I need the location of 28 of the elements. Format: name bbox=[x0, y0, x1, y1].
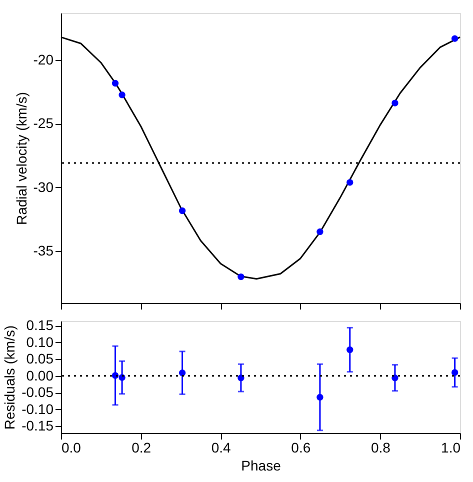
y-tick-label: 0.15 bbox=[26, 317, 54, 334]
y-tick-label: -20 bbox=[33, 52, 54, 68]
x-axis-title: Phase bbox=[241, 458, 282, 474]
y-tick-label: -0.05 bbox=[22, 384, 54, 400]
y-tick-label: -30 bbox=[33, 178, 54, 195]
y-tick-label: -0.10 bbox=[22, 400, 54, 417]
y-tick-label: 0.05 bbox=[26, 350, 54, 367]
point bbox=[346, 179, 354, 186]
point bbox=[112, 80, 119, 87]
x-tick-label: 0.4 bbox=[211, 440, 232, 456]
point bbox=[392, 100, 398, 106]
point bbox=[451, 35, 458, 42]
point bbox=[118, 92, 126, 98]
point bbox=[238, 273, 244, 280]
x-tick-label: 0.0 bbox=[62, 440, 82, 456]
y-axis-title: Radial velocity (km/s) bbox=[13, 92, 30, 226]
point bbox=[316, 228, 324, 236]
x-tick-label: 0.8 bbox=[370, 440, 391, 456]
y-tick-label: -0.15 bbox=[22, 417, 54, 434]
y-tick-label: -35 bbox=[33, 242, 54, 258]
x-tick-label: 0.2 bbox=[132, 440, 152, 456]
point bbox=[178, 207, 186, 214]
x-tick-label: 0.6 bbox=[291, 440, 311, 456]
y-tick-label: -25 bbox=[33, 115, 54, 132]
y-tick-label: 0.00 bbox=[26, 367, 54, 384]
y-axis-title: Residuals (km/s) bbox=[2, 325, 18, 430]
x-tick-label: 1.0 bbox=[441, 440, 461, 456]
y-tick-label: 0.10 bbox=[26, 334, 54, 350]
